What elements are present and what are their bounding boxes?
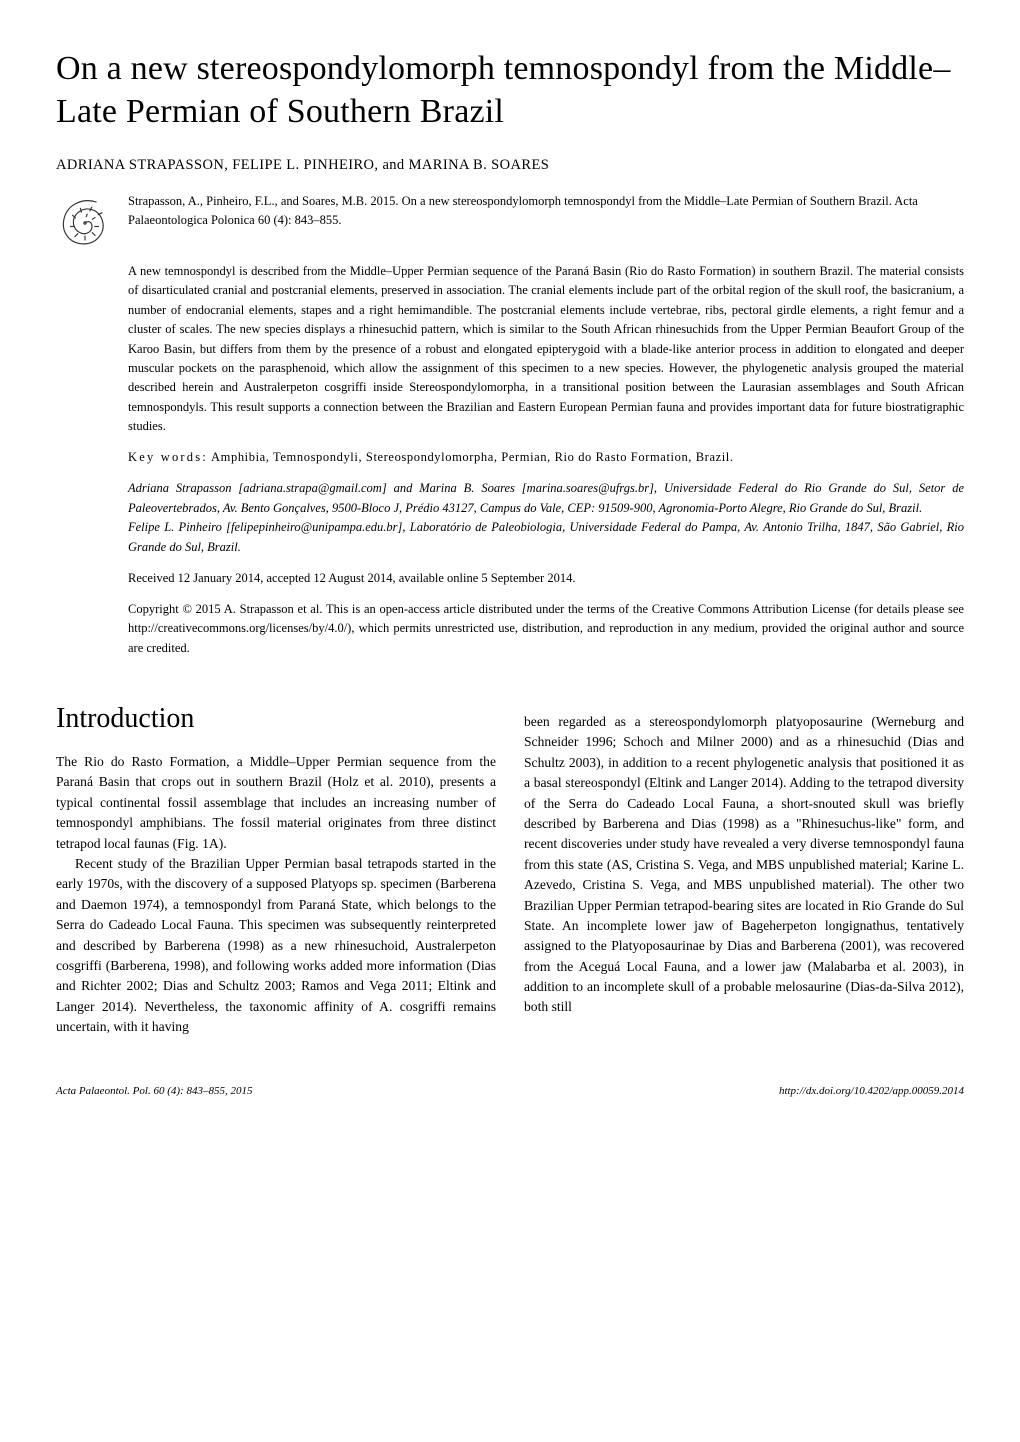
intro-paragraph-1: The Rio do Rasto Formation, a Middle–Upp… [56,752,496,854]
body-columns: Introduction The Rio do Rasto Formation,… [56,658,964,1037]
column-left: Introduction The Rio do Rasto Formation,… [56,658,496,1037]
section-heading-introduction: Introduction [56,698,496,740]
authors-line: ADRIANA STRAPASSON, FELIPE L. PINHEIRO, … [56,157,964,174]
dates-line: Received 12 January 2014, accepted 12 Au… [128,571,964,586]
keywords-label: Key words: [128,450,208,464]
abstract-text: A new temnospondyl is described from the… [128,262,964,436]
keywords-value: Amphibia, Temnospondyli, Stereospondylom… [211,450,734,464]
citation-row: Strapasson, A., Pinheiro, F.L., and Soar… [56,192,964,252]
intro-paragraph-2: Recent study of the Brazilian Upper Perm… [56,854,496,1038]
page: On a new stereospondylomorph temnospondy… [0,0,1020,1137]
ammonite-icon [56,194,114,252]
keywords-line: Key words: Amphibia, Temnospondyli, Ster… [128,450,964,465]
affiliation-1: Adriana Strapasson [adriana.strapa@gmail… [128,479,964,518]
footer-right: http://dx.doi.org/10.4202/app.00059.2014 [779,1085,964,1097]
citation-text: Strapasson, A., Pinheiro, F.L., and Soar… [128,192,964,230]
page-footer: Acta Palaeontol. Pol. 60 (4): 843–855, 2… [56,1081,964,1097]
column-right: been regarded as a stereospondylomorph p… [524,658,964,1037]
footer-left: Acta Palaeontol. Pol. 60 (4): 843–855, 2… [56,1085,252,1097]
affiliation-2: Felipe L. Pinheiro [felipepinheiro@unipa… [128,518,964,557]
intro-paragraph-3: been regarded as a stereospondylomorph p… [524,712,964,1018]
affiliations: Adriana Strapasson [adriana.strapa@gmail… [128,479,964,557]
article-title: On a new stereospondylomorph temnospondy… [56,48,964,133]
copyright-text: Copyright © 2015 A. Strapasson et al. Th… [128,600,964,658]
